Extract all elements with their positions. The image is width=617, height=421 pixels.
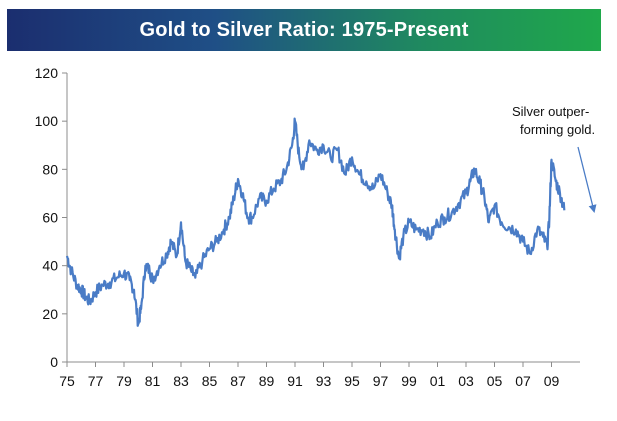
y-tick-label: 40 — [42, 258, 58, 274]
x-tick-label: 75 — [59, 373, 75, 389]
chart-title: Gold to Silver Ratio: 1975-Present — [139, 18, 469, 41]
y-tick-label: 120 — [35, 65, 59, 81]
x-tick-label: 81 — [145, 373, 161, 389]
x-tick-label: 89 — [259, 373, 275, 389]
chart-title-bar: Gold to Silver Ratio: 1975-Present — [7, 9, 601, 51]
y-tick-label: 0 — [50, 354, 58, 370]
x-tick-label: 05 — [487, 373, 503, 389]
x-tick-label: 97 — [373, 373, 389, 389]
x-tick-label: 09 — [544, 373, 560, 389]
annotation-line-1: Silver outper- — [512, 104, 589, 119]
y-tick-label: 80 — [42, 161, 58, 177]
annotation-line-2: forming gold. — [520, 122, 595, 137]
x-tick-label: 01 — [430, 373, 446, 389]
y-tick-label: 60 — [42, 210, 58, 226]
x-tick-label: 83 — [173, 373, 189, 389]
series-line-0 — [65, 117, 566, 327]
x-tick-label: 07 — [515, 373, 531, 389]
y-tick-label: 100 — [35, 113, 59, 129]
x-tick-label: 77 — [88, 373, 104, 389]
x-tick-label: 93 — [316, 373, 332, 389]
x-tick-label: 03 — [458, 373, 474, 389]
y-tick-label: 20 — [42, 306, 58, 322]
x-tick-label: 85 — [202, 373, 218, 389]
series-layer — [65, 117, 566, 327]
annotation: Silver outper- forming gold. — [512, 104, 597, 213]
x-tick-label: 87 — [230, 373, 246, 389]
x-tick-label: 95 — [344, 373, 360, 389]
x-tick-label: 79 — [116, 373, 132, 389]
x-tick-label: 91 — [287, 373, 303, 389]
axes: 0 20 40 60 80 100 120 75 77 79 81 83 85 87 89 91 93 95 97 9… — [35, 65, 580, 389]
annotation-arrow — [577, 146, 597, 213]
x-tick-label: 99 — [401, 373, 417, 389]
